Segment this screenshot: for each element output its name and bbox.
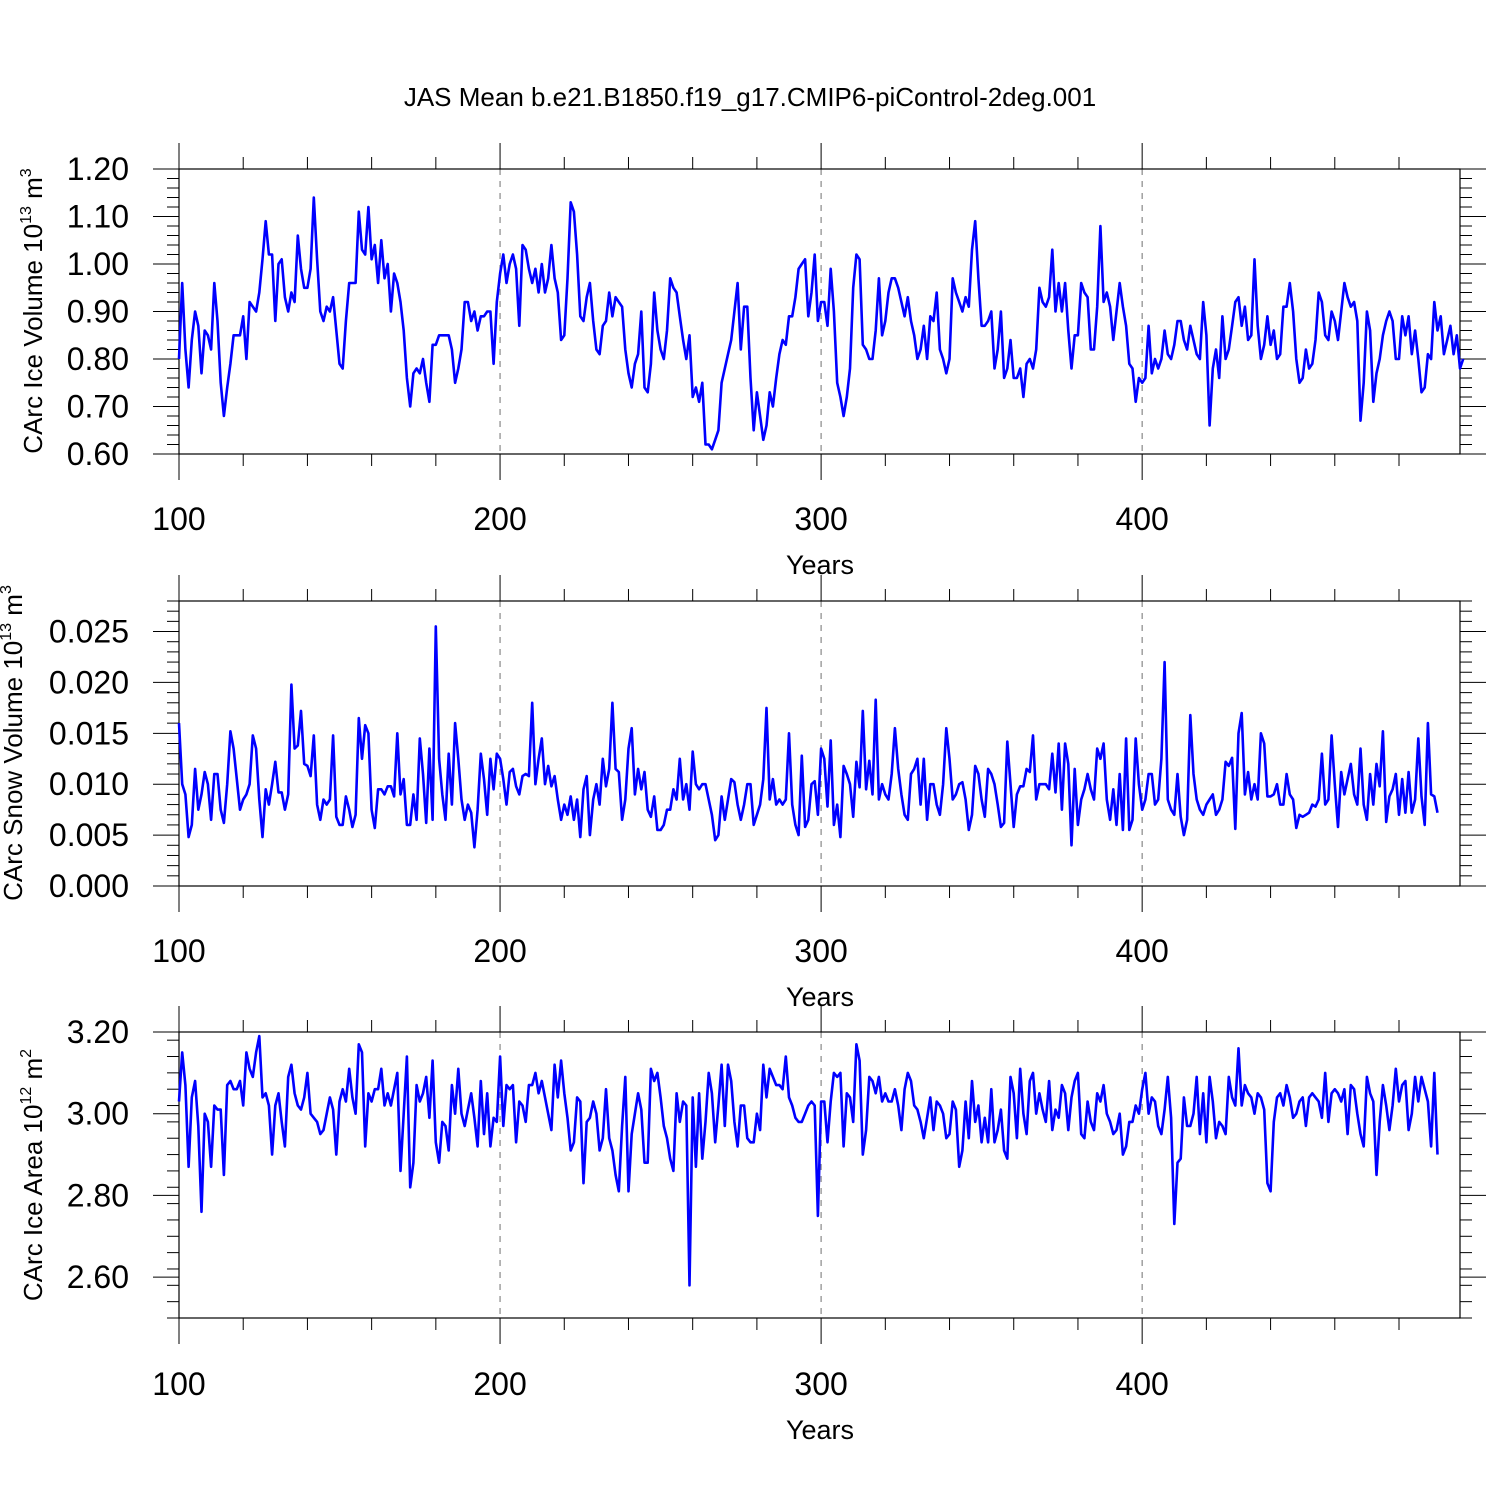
x-tick-label: 400 (1115, 1366, 1168, 1402)
x-tick-label: 200 (473, 1366, 526, 1402)
x-tick-label: 300 (794, 1366, 847, 1402)
series-line (177, 1034, 1439, 1287)
y-axis-title-unit: m (18, 177, 48, 206)
y-axis-title-main: CArc Ice Area 10 (18, 1105, 48, 1302)
y-tick-label: 0.025 (49, 614, 129, 650)
x-tick-label: 300 (794, 933, 847, 969)
axis-ticks (153, 1006, 1486, 1344)
x-tick-label: 100 (152, 933, 205, 969)
series-line (177, 625, 1439, 849)
y-tick-label: 0.80 (67, 341, 129, 377)
x-tick-label: 200 (473, 501, 526, 537)
y-tick-label: 0.015 (49, 715, 129, 751)
axis-ticks (153, 575, 1486, 912)
y-tick-label: 1.10 (67, 199, 129, 235)
x-tick-label: 400 (1115, 501, 1168, 537)
y-axis-title: CArc Snow Volume 1013 m3 (0, 585, 28, 901)
y-tick-label: 0.90 (67, 294, 129, 330)
chart-title: JAS Mean b.e21.B1850.f19_g17.CMIP6-piCon… (404, 82, 1096, 112)
y-tick-label: 0.005 (49, 817, 129, 853)
y-axis-title-unit: m (18, 1058, 48, 1087)
plot-frame (178, 1031, 1461, 1319)
y-axis-title-unit-exponent: 3 (0, 585, 15, 594)
y-axis-title: CArc Ice Area 1012 m2 (18, 1049, 48, 1301)
chart-panel-3: 2.60 2.80 3.00 3.20 100 200 300 400 Years CArc Ic… (18, 1006, 1486, 1445)
x-axis-title: Years (786, 982, 854, 1012)
y-axis-title-unit-exponent: 2 (18, 1049, 35, 1058)
axis-ticks (153, 143, 1486, 480)
x-tick-label: 400 (1115, 933, 1168, 969)
y-axis-title-unit: m (0, 594, 28, 623)
y-axis-title: CArc Ice Volume 1013 m3 (18, 168, 48, 453)
series-line (177, 196, 1465, 451)
y-tick-label: 0.020 (49, 664, 129, 700)
y-tick-label: 0.60 (67, 436, 129, 472)
chart-panel-1: 0.60 0.70 0.80 0.90 1.00 1.10 1.20 100 200 300 400… (18, 143, 1486, 580)
y-tick-label: 2.80 (67, 1177, 129, 1213)
y-axis-title-exponent: 12 (18, 1087, 35, 1105)
y-axis-title-main: CArc Snow Volume 10 (0, 641, 28, 901)
chart-panel-2: 0.000 0.005 0.010 0.015 0.020 0.025 100 200 300 4… (0, 575, 1486, 1012)
y-tick-label: 0.010 (49, 766, 129, 802)
x-tick-label: 200 (473, 933, 526, 969)
x-tick-label: 300 (794, 501, 847, 537)
y-tick-label: 1.20 (67, 151, 129, 187)
y-axis-title-unit-exponent: 3 (18, 168, 35, 177)
y-tick-label: 0.000 (49, 868, 129, 904)
y-tick-label: 1.00 (67, 246, 129, 282)
y-axis-title-exponent: 13 (0, 623, 15, 641)
plot-frame (178, 600, 1461, 887)
chart-panels: 0.60 0.70 0.80 0.90 1.00 1.10 1.20 100 200 300 400… (0, 143, 1486, 1445)
y-axis-title-main: CArc Ice Volume 10 (18, 224, 48, 454)
y-axis-title-exponent: 13 (18, 206, 35, 224)
x-tick-label: 100 (152, 1366, 205, 1402)
x-axis-title: Years (786, 1415, 854, 1445)
x-axis-title: Years (786, 550, 854, 580)
y-tick-label: 3.00 (67, 1096, 129, 1132)
plot-frame (178, 168, 1461, 455)
y-tick-label: 3.20 (67, 1014, 129, 1050)
y-tick-label: 0.70 (67, 389, 129, 425)
x-tick-label: 100 (152, 501, 205, 537)
y-tick-label: 2.60 (67, 1259, 129, 1295)
